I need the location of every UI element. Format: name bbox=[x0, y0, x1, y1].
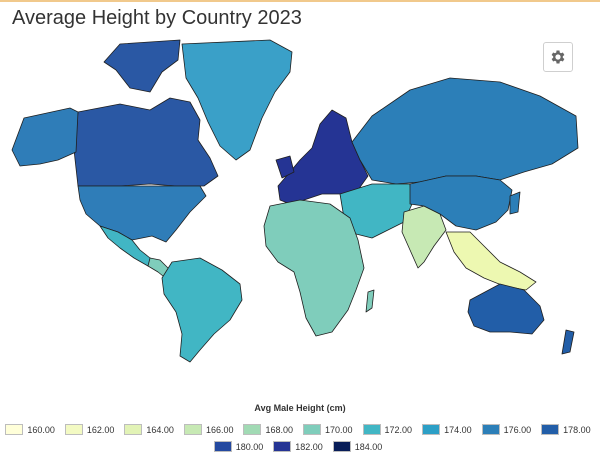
legend-row: 180.00 182.00 184.00 bbox=[18, 441, 578, 452]
legend-label: 172.00 bbox=[384, 424, 413, 435]
legend-label: 176.00 bbox=[503, 424, 532, 435]
legend-item[interactable]: 172.00 bbox=[362, 424, 413, 435]
region-russia[interactable] bbox=[351, 77, 579, 185]
legend-label: 162.00 bbox=[86, 424, 115, 435]
legend-label: 170.00 bbox=[325, 424, 353, 435]
region-canada-islands[interactable] bbox=[103, 39, 181, 93]
legend-swatch bbox=[422, 424, 441, 435]
world-map bbox=[11, 39, 579, 363]
legend-item[interactable]: 184.00 bbox=[332, 441, 383, 452]
legend-item[interactable]: 168.00 bbox=[243, 424, 293, 435]
legend-item[interactable]: 162.00 bbox=[64, 424, 115, 435]
region-uk[interactable] bbox=[275, 155, 295, 179]
region-china[interactable] bbox=[409, 175, 513, 231]
region-japan[interactable] bbox=[509, 191, 521, 215]
legend: 160.00 162.00 164.00 166.00 168.00 170.00 172.… bbox=[5, 424, 591, 458]
legend-label: 160.00 bbox=[27, 424, 55, 435]
legend-label: 168.00 bbox=[265, 424, 293, 435]
region-usa[interactable] bbox=[77, 185, 207, 243]
legend-swatch bbox=[183, 424, 202, 435]
gear-icon bbox=[551, 50, 565, 64]
legend-swatch bbox=[303, 424, 321, 435]
legend-item[interactable]: 160.00 bbox=[5, 424, 55, 435]
region-southeast-asia[interactable] bbox=[445, 231, 537, 291]
legend-item[interactable]: 164.00 bbox=[124, 424, 174, 435]
legend-swatch bbox=[64, 424, 83, 435]
legend-title: Avg Male Height (cm) bbox=[254, 403, 346, 413]
legend-swatch bbox=[124, 424, 143, 435]
legend-item[interactable]: 174.00 bbox=[422, 424, 472, 435]
legend-swatch bbox=[5, 424, 24, 435]
legend-label: 182.00 bbox=[295, 441, 323, 452]
region-madagascar[interactable] bbox=[365, 289, 375, 313]
legend-swatch bbox=[362, 424, 381, 435]
region-alaska[interactable] bbox=[11, 107, 79, 167]
legend-label: 178.00 bbox=[563, 424, 591, 435]
region-greenland[interactable] bbox=[181, 39, 293, 161]
legend-swatch bbox=[273, 441, 292, 452]
legend-item[interactable]: 180.00 bbox=[213, 441, 264, 452]
legend-label: 180.00 bbox=[235, 441, 264, 452]
settings-button[interactable] bbox=[543, 42, 573, 72]
top-accent-line bbox=[0, 0, 600, 2]
legend-row: 160.00 162.00 164.00 166.00 168.00 170.00 172.… bbox=[5, 424, 591, 435]
legend-swatch bbox=[213, 441, 232, 452]
legend-swatch bbox=[481, 424, 500, 435]
legend-label: 166.00 bbox=[205, 424, 234, 435]
legend-swatch bbox=[243, 424, 262, 435]
page-title: Average Height by Country 2023 bbox=[12, 7, 302, 29]
legend-swatch bbox=[541, 424, 560, 435]
legend-item[interactable]: 170.00 bbox=[303, 424, 353, 435]
region-africa[interactable] bbox=[263, 199, 365, 337]
legend-item[interactable]: 178.00 bbox=[541, 424, 591, 435]
region-australia[interactable] bbox=[467, 283, 545, 335]
region-new-zealand[interactable] bbox=[561, 329, 575, 355]
region-canada[interactable] bbox=[73, 97, 219, 187]
region-india[interactable] bbox=[401, 205, 447, 269]
legend-item[interactable]: 182.00 bbox=[273, 441, 323, 452]
legend-label: 164.00 bbox=[146, 424, 174, 435]
region-south-america[interactable] bbox=[161, 257, 243, 363]
legend-label: 184.00 bbox=[354, 441, 383, 452]
legend-label: 174.00 bbox=[444, 424, 472, 435]
legend-item[interactable]: 176.00 bbox=[481, 424, 532, 435]
legend-item[interactable]: 166.00 bbox=[183, 424, 234, 435]
legend-swatch bbox=[332, 441, 351, 452]
